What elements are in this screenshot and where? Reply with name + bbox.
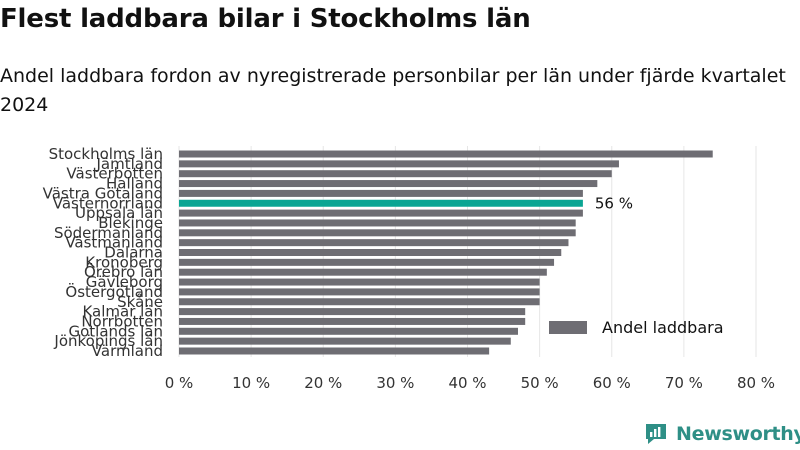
category-label: Blekinge (98, 214, 163, 232)
bar (179, 150, 713, 158)
bar (179, 249, 562, 256)
x-tick-label: 50 % (521, 374, 559, 392)
category-label: Östergötland (65, 282, 163, 301)
highlighted-bar (179, 199, 583, 207)
bar (179, 337, 511, 345)
bar (179, 288, 540, 296)
x-tick-label: 10 % (232, 374, 270, 392)
chart-subtitle: Andel laddbara fordon av nyregistrerade … (0, 65, 786, 116)
highlight-data-label: 56 % (595, 194, 633, 212)
bar (179, 317, 526, 325)
bar (179, 268, 547, 276)
newsworthy-logo-icon (646, 424, 666, 444)
bar (179, 180, 598, 188)
category-label: Örebro län (84, 262, 163, 281)
category-label: Västerbotten (66, 165, 163, 183)
x-tick-label: 80 % (737, 374, 775, 392)
legend-label: Andel laddbara (602, 318, 724, 337)
x-tick-label: 0 % (165, 374, 194, 392)
bar (179, 258, 555, 266)
bar (179, 219, 576, 227)
category-label: Skåne (117, 293, 163, 311)
brand-name: Newsworthy (676, 423, 800, 445)
legend-swatch (549, 321, 587, 334)
category-label: Halland (106, 175, 163, 193)
category-label: Jämtland (96, 155, 164, 173)
bar (179, 347, 490, 355)
brand-logo: Newsworthy (644, 419, 800, 449)
bar (179, 327, 518, 335)
x-tick-label: 60 % (593, 374, 631, 392)
category-label: Gävleborg (86, 273, 163, 291)
bar (179, 298, 540, 306)
x-tick-label: 70 % (665, 374, 703, 392)
bar (179, 239, 569, 247)
bar (179, 160, 619, 168)
bar (179, 229, 576, 237)
x-tick-label: 40 % (448, 374, 486, 392)
category-label: Södermanland (54, 224, 163, 242)
bar (179, 308, 526, 316)
category-label: Norrbotten (81, 312, 163, 330)
chart-title: Flest laddbara bilar i Stockholms län (0, 4, 531, 34)
category-label: Västra Götaland (43, 184, 163, 202)
category-label: Gotlands län (68, 322, 163, 340)
category-label: Uppsala län (75, 204, 163, 222)
category-label: Jönköpings län (53, 332, 163, 350)
category-label: Västernorrland (53, 194, 163, 212)
x-tick-label: 20 % (304, 374, 342, 392)
category-label: Kalmar län (82, 303, 163, 321)
bar (179, 189, 583, 197)
category-label: Stockholms län (49, 145, 163, 163)
category-label: Värmland (92, 342, 163, 360)
category-label: Dalarna (104, 244, 163, 262)
bar (179, 209, 583, 217)
bar (179, 278, 540, 286)
x-tick-label: 30 % (376, 374, 414, 392)
category-label: Västmanland (65, 234, 163, 252)
bar (179, 170, 612, 178)
category-label: Kronoberg (85, 253, 163, 271)
